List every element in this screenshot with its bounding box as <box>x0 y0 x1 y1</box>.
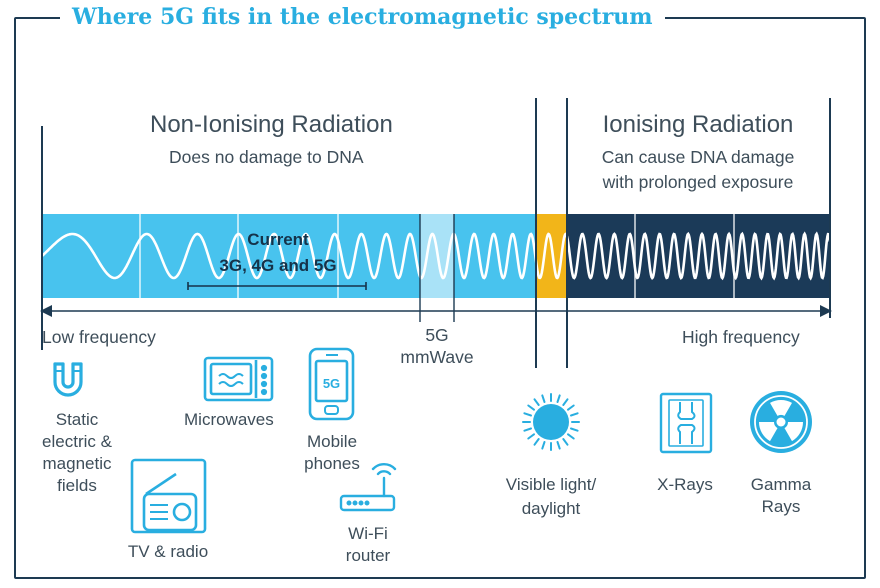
ionising-subtitle-line2: with prolonged exposure <box>602 172 794 192</box>
static-fields-label-line2: electric & <box>42 432 112 451</box>
radiation-icon <box>750 391 812 453</box>
mobile-phones-label-line2: phones <box>304 454 360 473</box>
sun-ray <box>527 404 535 411</box>
non-ionising-title: Non-Ionising Radiation <box>150 111 393 138</box>
sun-ray <box>533 438 540 446</box>
xray-icon <box>659 392 713 454</box>
frequency-axis <box>40 305 832 317</box>
sun-ray <box>562 398 569 406</box>
gamma-rays-label-line1: Gamma <box>750 475 812 494</box>
sun-ray <box>562 438 569 446</box>
trefoil-blade <box>758 422 778 442</box>
sun-ray <box>541 394 546 403</box>
wifi-router-label-line2: router <box>345 546 391 565</box>
microwave-icon <box>203 356 274 402</box>
sun-ray <box>523 412 532 417</box>
mobile-phones-label-line1: Mobile <box>306 432 358 451</box>
sun-ray <box>570 412 579 417</box>
mobile-phone-icon <box>308 347 355 421</box>
current-band-label-line1: Current <box>247 230 309 249</box>
trefoil-blade <box>784 422 803 442</box>
sun-ray <box>541 441 546 450</box>
static-fields-label-line3: magnetic <box>42 454 112 473</box>
magnet-icon <box>53 362 83 397</box>
non-ionising-subtitle: Does no damage to DNA <box>169 147 364 167</box>
sun-icon <box>522 393 580 451</box>
sun-ray <box>567 433 575 440</box>
visible-light-label-line2: daylight <box>521 499 581 518</box>
wifi-router-label-line1: Wi-Fi <box>348 524 388 543</box>
microwaves-label: Microwaves <box>184 410 274 429</box>
xrays-label: X-Rays <box>657 475 713 494</box>
wifi-router-icon <box>339 463 397 512</box>
mmwave-markers <box>419 214 455 322</box>
ionising-title: Ionising Radiation <box>602 111 794 138</box>
sun-ray <box>527 433 535 440</box>
tv-radio-icon <box>130 458 207 534</box>
high-frequency-label: High frequency <box>682 327 800 347</box>
gamma-rays-label-line2: Rays <box>761 497 801 516</box>
region-boundaries <box>41 98 831 368</box>
band-dividers <box>139 214 735 298</box>
mmwave-label-line1: 5G <box>425 325 449 345</box>
non-ionising-band <box>42 214 538 298</box>
trefoil-blade <box>770 399 792 416</box>
tv-radio-label: TV & radio <box>127 542 209 561</box>
sun-ray <box>570 427 579 432</box>
sun-ray <box>523 427 532 432</box>
current-band-label-line2: 3G, 4G and 5G <box>219 256 337 275</box>
visible-light-label-line1: Visible light/ <box>505 475 597 494</box>
sun-ray <box>567 404 575 411</box>
frequency-wave <box>40 231 832 281</box>
diagram-title: Where 5G fits in the electromagnetic spe… <box>60 4 665 30</box>
low-frequency-label: Low frequency <box>42 327 156 347</box>
mmwave-label-line2: mmWave <box>400 347 474 367</box>
static-fields-label-line1: Static <box>55 410 99 429</box>
sun-ray <box>533 398 540 406</box>
static-fields-label-line4: fields <box>57 476 97 495</box>
sun-ray <box>556 394 561 403</box>
sun-ray <box>556 441 561 450</box>
mobile-screen-label: 5G <box>323 376 340 391</box>
ionising-subtitle-line1: Can cause DNA damage <box>601 147 795 167</box>
